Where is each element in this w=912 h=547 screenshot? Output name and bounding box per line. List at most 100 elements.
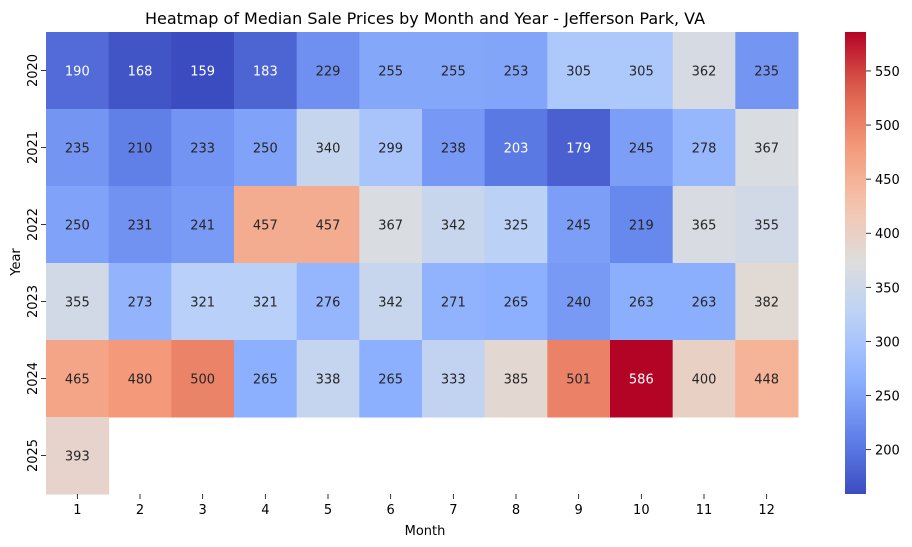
- cell-value-label: 305: [629, 65, 654, 80]
- heatmap-cell: [547, 32, 611, 110]
- cell-value-label: 393: [65, 450, 90, 465]
- heatmap-cell: [359, 109, 423, 187]
- cell-value-label: 250: [65, 219, 90, 234]
- heatmap-cell: [234, 340, 298, 418]
- heatmap-cells: 190 168 159 183 229 255 255 253 305 305 362 235 235 2…: [46, 32, 799, 495]
- cell-value-label: 325: [504, 219, 529, 234]
- heatmap-cell: [422, 340, 486, 418]
- cell-value-label: 240: [566, 296, 591, 311]
- cell-value-label: 385: [504, 373, 529, 388]
- heatmap-cell: [234, 109, 298, 187]
- cell-value-label: 241: [190, 219, 215, 234]
- cell-value-label: 233: [190, 142, 215, 157]
- cell-value-label: 305: [566, 65, 591, 80]
- cell-value-label: 501: [566, 373, 591, 388]
- heatmap-cell: [296, 109, 360, 187]
- heatmap-cell: [108, 263, 172, 341]
- x-axis-label: Month: [405, 524, 446, 539]
- heatmap-cell: [359, 32, 423, 110]
- heatmap-cell: [296, 32, 360, 110]
- cell-value-label: 250: [253, 142, 278, 157]
- cell-value-label: 219: [629, 219, 654, 234]
- heatmap-cell: [610, 109, 674, 187]
- heatmap-cell: [296, 263, 360, 341]
- x-tick-label: 5: [324, 503, 332, 518]
- heatmap-cell: [610, 32, 674, 110]
- cell-value-label: 183: [253, 65, 278, 80]
- cell-value-label: 210: [128, 142, 153, 157]
- cell-value-label: 400: [692, 373, 717, 388]
- cell-value-label: 355: [65, 296, 90, 311]
- heatmap-cell: [610, 263, 674, 341]
- colorbar-tick-label: 450: [875, 173, 900, 188]
- heatmap-cell: [672, 263, 736, 341]
- cell-value-label: 340: [316, 142, 341, 157]
- y-axis-label: Year: [9, 248, 24, 277]
- heatmap-cell: [46, 340, 110, 418]
- heatmap-cell: [171, 263, 235, 341]
- cell-value-label: 586: [629, 373, 654, 388]
- x-axis: 1 2 3 4 5 6 7 8 9 10 11 12: [73, 494, 775, 518]
- cell-value-label: 362: [692, 65, 717, 80]
- colorbar: 200 250 300 350 400 450 500 550: [845, 32, 900, 494]
- cell-value-label: 255: [378, 65, 403, 80]
- heatmap-cell: [422, 109, 486, 187]
- heatmap-cell: [171, 32, 235, 110]
- cell-value-label: 229: [316, 65, 341, 80]
- x-tick-label: 12: [758, 503, 775, 518]
- heatmap-cell: [296, 186, 360, 264]
- heatmap-cell: [547, 263, 611, 341]
- heatmap-cell: [672, 109, 736, 187]
- heatmap-cell: [171, 186, 235, 264]
- cell-value-label: 245: [629, 142, 654, 157]
- heatmap-cell: [296, 340, 360, 418]
- cell-value-label: 159: [190, 65, 215, 80]
- x-tick-label: 7: [449, 503, 457, 518]
- cell-value-label: 245: [566, 219, 591, 234]
- heatmap-cell: [359, 263, 423, 341]
- heatmap-cell: [108, 109, 172, 187]
- heatmap-cell: [46, 417, 110, 495]
- x-tick-label: 11: [696, 503, 713, 518]
- cell-value-label: 265: [378, 373, 403, 388]
- heatmap-cell: [735, 109, 799, 187]
- heatmap-cell: [422, 263, 486, 341]
- y-tick-label: 2024: [26, 362, 41, 395]
- x-tick-label: 4: [261, 503, 269, 518]
- heatmap-cell: [484, 340, 548, 418]
- heatmap-cell: [547, 109, 611, 187]
- heatmap-cell: [484, 32, 548, 110]
- cell-value-label: 265: [504, 296, 529, 311]
- heatmap-cell: [610, 340, 674, 418]
- x-tick-label: 2: [136, 503, 144, 518]
- heatmap-cell: [735, 263, 799, 341]
- heatmap-cell: [547, 186, 611, 264]
- cell-value-label: 190: [65, 65, 90, 80]
- cell-value-label: 278: [692, 142, 717, 157]
- x-tick-label: 9: [575, 503, 583, 518]
- cell-value-label: 448: [754, 373, 779, 388]
- heatmap-cell: [422, 186, 486, 264]
- colorbar-tick-label: 500: [875, 119, 900, 134]
- colorbar-gradient: [845, 32, 866, 494]
- cell-value-label: 231: [128, 219, 153, 234]
- y-tick-label: 2025: [26, 439, 41, 472]
- cell-value-label: 457: [316, 219, 341, 234]
- cell-value-label: 238: [441, 142, 466, 157]
- heatmap-cell: [672, 32, 736, 110]
- colorbar-tick-label: 400: [875, 227, 900, 242]
- heatmap-cell: [46, 32, 110, 110]
- cell-value-label: 271: [441, 296, 466, 311]
- cell-value-label: 382: [754, 296, 779, 311]
- heatmap-cell: [171, 109, 235, 187]
- y-tick-label: 2022: [26, 208, 41, 241]
- x-tick-label: 6: [387, 503, 395, 518]
- cell-value-label: 333: [441, 373, 466, 388]
- cell-value-label: 500: [190, 373, 215, 388]
- colorbar-tick-label: 350: [875, 281, 900, 296]
- chart-title: Heatmap of Median Sale Prices by Month a…: [145, 9, 705, 28]
- cell-value-label: 168: [128, 65, 153, 80]
- cell-value-label: 179: [566, 142, 591, 157]
- cell-value-label: 321: [253, 296, 278, 311]
